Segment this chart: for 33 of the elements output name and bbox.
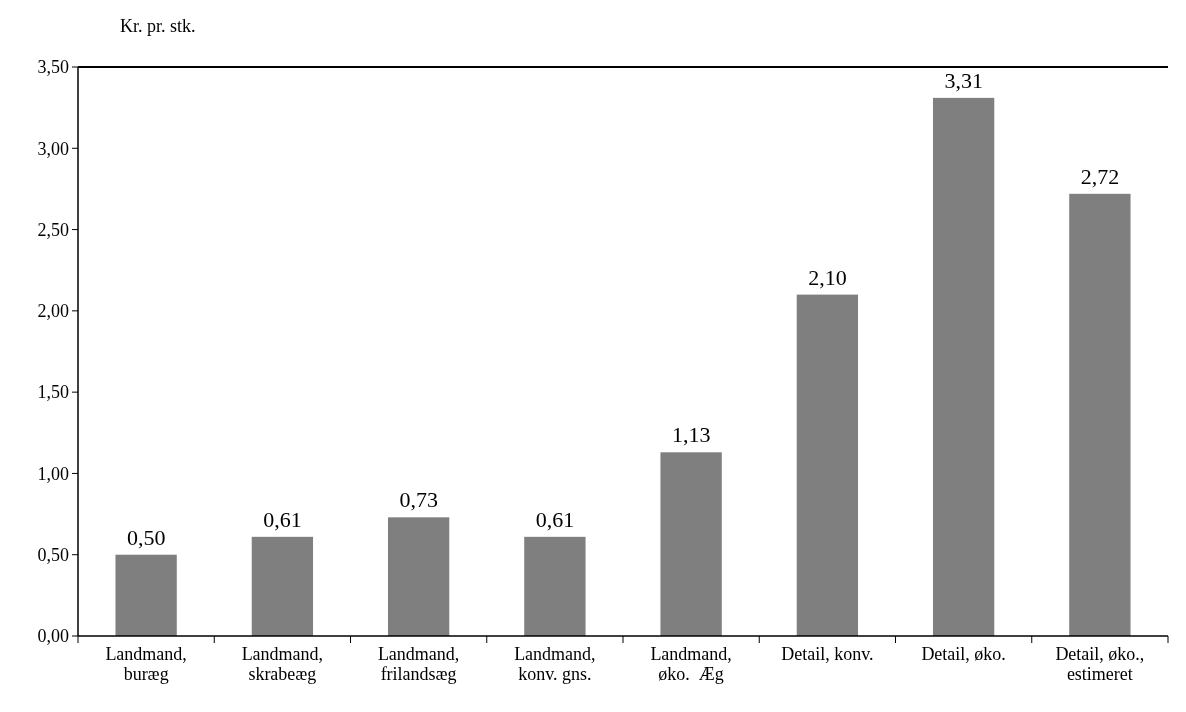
- y-tick-label: 2,50: [37, 219, 69, 240]
- bar: [796, 294, 859, 636]
- y-axis-title: Kr. pr. stk.: [120, 16, 196, 36]
- data-label: 0,61: [263, 506, 302, 532]
- x-tick-label: Landmand, buræg: [105, 644, 187, 684]
- y-tick-label: 3,50: [37, 57, 69, 78]
- data-label: 1,13: [671, 422, 711, 448]
- bar: [251, 536, 314, 636]
- bar: [524, 536, 586, 636]
- bar: [932, 97, 995, 636]
- x-tick-label: Landmand, frilandsæg: [377, 644, 460, 684]
- y-tick-label: 3,00: [37, 138, 69, 159]
- y-tick-label: 1,00: [37, 463, 69, 484]
- x-tick-label: Landmand, øko. Æg: [650, 644, 732, 684]
- y-tick-label: 2,00: [37, 301, 69, 322]
- bar: [1069, 193, 1131, 636]
- bar: [387, 517, 450, 636]
- y-tick-label: 0,00: [37, 626, 69, 647]
- x-tick-label: Detail, øko., estimeret: [1055, 644, 1145, 684]
- x-tick-label: Detail, øko.: [921, 644, 1006, 664]
- x-tick-label: Detail, konv.: [781, 644, 874, 664]
- data-label: 2,10: [808, 264, 847, 290]
- y-tick-label: 0,50: [37, 545, 69, 566]
- bar: [115, 554, 177, 636]
- data-label: 2,72: [1080, 163, 1120, 189]
- data-label: 0,50: [126, 524, 166, 550]
- x-tick-label: Landmand, konv. gns.: [514, 644, 596, 684]
- data-label: 3,31: [944, 67, 983, 93]
- bar: [660, 452, 722, 636]
- x-tick-label: Landmand, skrabeæg: [241, 644, 324, 684]
- data-label: 0,73: [399, 487, 438, 513]
- data-label: 0,61: [535, 506, 575, 532]
- y-tick-label: 1,50: [37, 382, 69, 403]
